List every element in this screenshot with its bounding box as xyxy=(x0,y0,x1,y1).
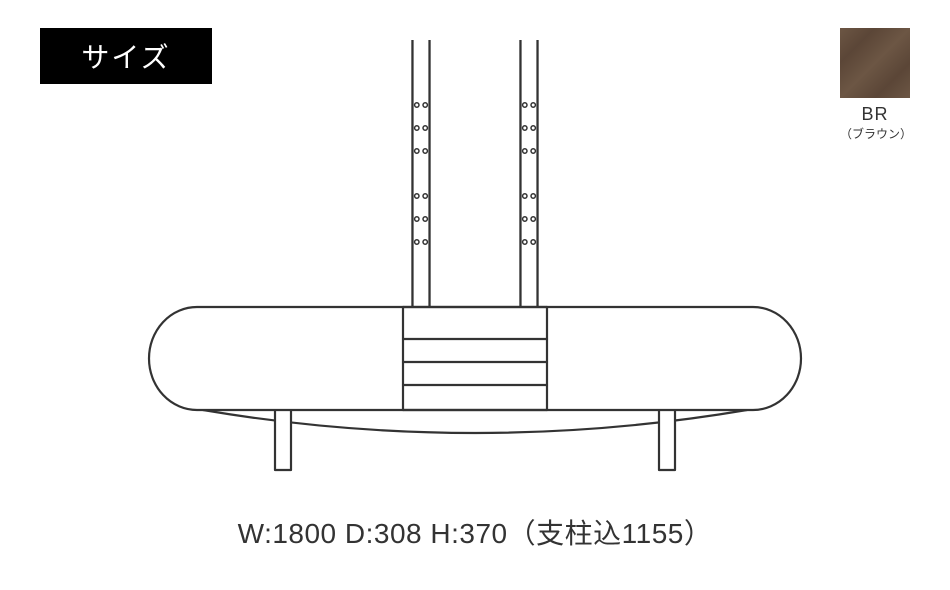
swatch-name: （ブラウン） xyxy=(840,125,910,142)
swatch-code: BR xyxy=(861,104,888,125)
swatch-block: BR （ブラウン） xyxy=(840,28,910,142)
line-drawing-svg xyxy=(125,40,825,510)
product-diagram xyxy=(125,40,825,510)
dimensions-text: W:1800 D:308 H:370（支柱込1155） xyxy=(0,512,950,552)
color-swatch xyxy=(840,28,910,98)
